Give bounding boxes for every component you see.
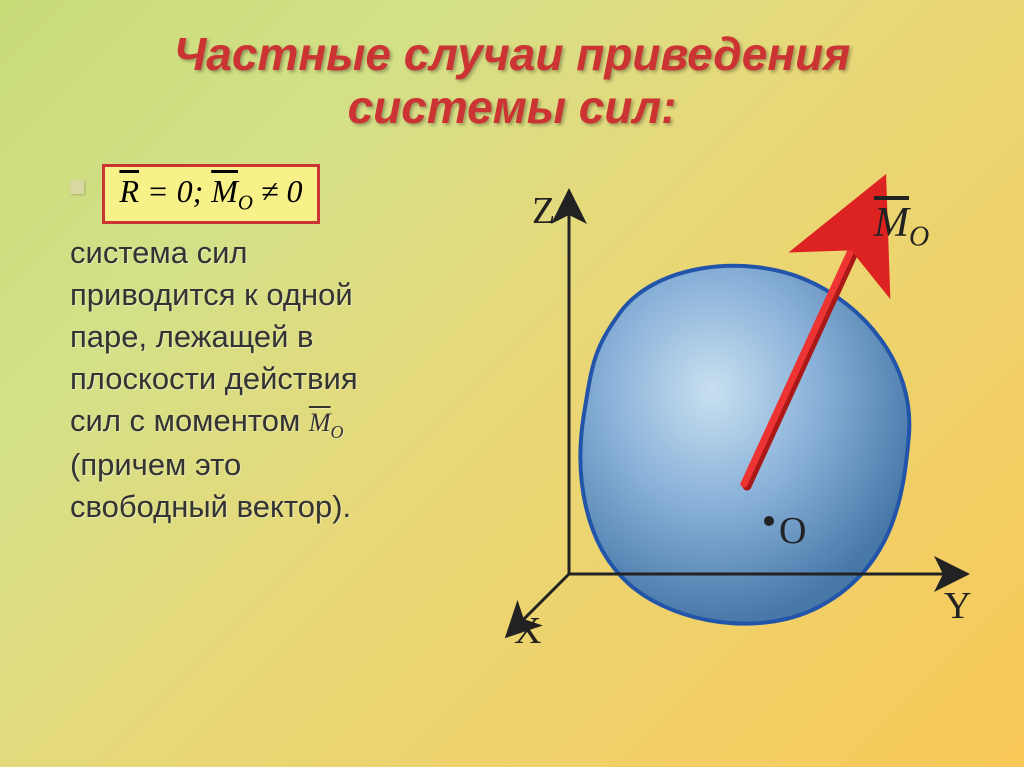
body-line-4: плоскости действия	[70, 361, 358, 396]
text-column: R = 0; MO ≠ 0 система сил приводится к о…	[40, 164, 454, 644]
origin-label: O	[779, 509, 806, 553]
title-line-2: системы сил:	[0, 81, 1024, 134]
y-label: Y	[944, 584, 971, 628]
m-variable: M	[211, 173, 238, 209]
inline-m-sub: O	[331, 422, 344, 442]
body-line-2: приводится к одной	[70, 277, 353, 312]
r-relation: = 0;	[139, 173, 211, 209]
inline-m: M	[309, 408, 331, 437]
condition-formula: R = 0; MO ≠ 0	[102, 164, 319, 224]
m-subscript: O	[238, 191, 253, 214]
m-relation: ≠ 0	[253, 173, 303, 209]
body-line-7: свободный вектор).	[70, 489, 351, 524]
x-label: X	[514, 609, 541, 653]
title-line-1: Частные случаи приведения	[0, 28, 1024, 81]
body-line-1: система сил	[70, 235, 247, 270]
origin-dot	[764, 516, 774, 526]
z-label: Z	[532, 189, 555, 233]
bullet-icon	[70, 180, 84, 194]
body-text: система сил приводится к одной паре, леж…	[70, 232, 454, 528]
bullet-row: R = 0; MO ≠ 0	[70, 164, 454, 224]
body-line-3: паре, лежащей в	[70, 319, 314, 354]
diagram: Z X Y O MO	[454, 164, 984, 644]
content-area: R = 0; MO ≠ 0 система сил приводится к о…	[0, 134, 1024, 644]
r-variable: R	[119, 173, 139, 209]
body-line-6: (причем это	[70, 447, 241, 482]
slide-title: Частные случаи приведения системы сил:	[0, 0, 1024, 134]
rigid-body-shape	[580, 266, 909, 624]
body-line-5a: сил с моментом	[70, 403, 309, 438]
moment-sub: O	[909, 221, 929, 252]
moment-label: MO	[874, 199, 929, 253]
moment-m: M	[874, 200, 909, 246]
